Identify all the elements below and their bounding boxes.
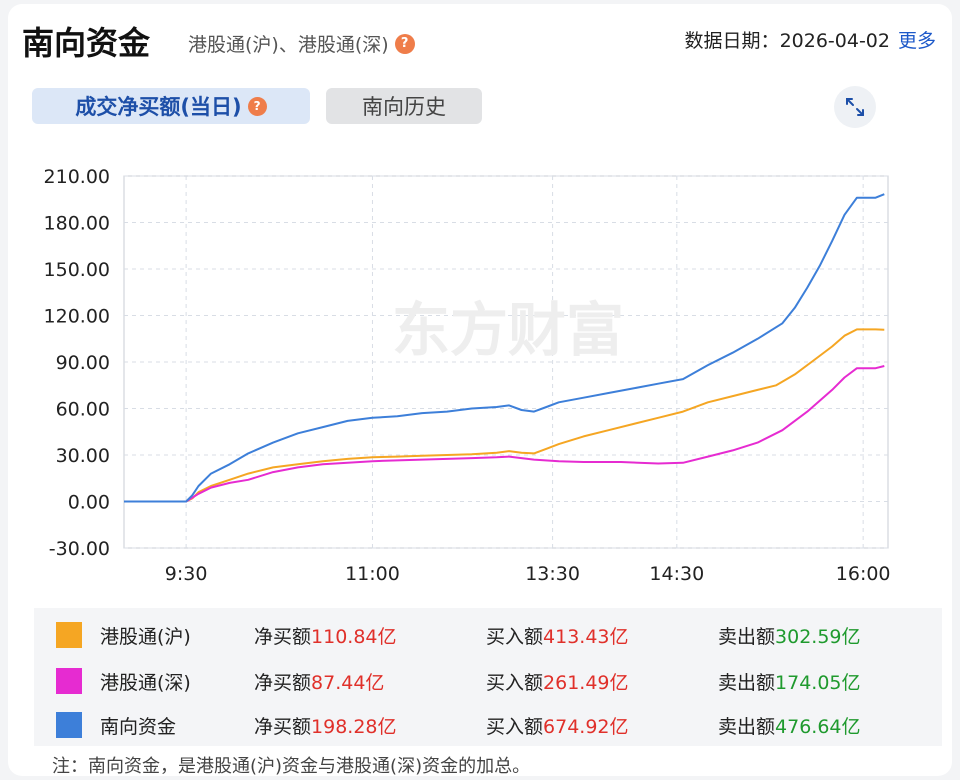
- swatch-shen: [56, 668, 82, 694]
- y-tick-label: 30.00: [56, 445, 110, 467]
- footnote: 注：南向资金，是港股通(沪)资金与港股通(深)资金的加总。: [52, 756, 531, 777]
- x-tick-label: 11:00: [345, 563, 400, 585]
- buy-value: 413.43亿: [543, 625, 629, 648]
- buy-label: 买入额: [486, 625, 544, 648]
- buy-value: 674.92亿: [543, 715, 629, 738]
- tab-label: 成交净买额(当日): [75, 95, 242, 119]
- x-tick-label: 16:00: [836, 563, 891, 585]
- tab-net-buy-today[interactable]: 成交净买额(当日) ?: [32, 88, 310, 124]
- y-tick-label: 150.00: [44, 259, 110, 281]
- net-buy: 净买额87.44亿: [254, 668, 384, 695]
- legend-name: 港股通(深): [100, 671, 191, 694]
- buy-label: 买入额: [486, 715, 544, 738]
- series-line-shen: [124, 365, 885, 503]
- y-tick-label: 90.00: [56, 352, 110, 374]
- net-label: 净买额: [254, 715, 312, 738]
- legend-row-shen: 港股通(深) 净买额87.44亿 买入额261.49亿 卖出额174.05亿: [34, 658, 942, 704]
- more-link[interactable]: 更多: [897, 30, 936, 52]
- x-axis: 9:30 11:00 13:30 14:30 16:00: [165, 563, 891, 585]
- date-label: 数据日期：: [684, 30, 780, 52]
- sell-value: 302.59亿: [775, 625, 861, 648]
- data-date: 数据日期：2026-04-02 更多: [685, 26, 936, 53]
- buy-value: 261.49亿: [543, 671, 629, 694]
- y-tick-label: 210.00: [44, 166, 110, 188]
- tab-south-history[interactable]: 南向历史: [326, 88, 482, 124]
- legend-row-hu: 港股通(沪) 净买额110.84亿 买入额413.43亿 卖出额302.59亿: [34, 612, 942, 658]
- buy-amount: 买入额674.92亿: [486, 712, 629, 739]
- buy-amount: 买入额413.43亿: [486, 622, 629, 649]
- legend-name: 港股通(沪): [100, 625, 191, 648]
- sell-label: 卖出额: [718, 671, 776, 694]
- sell-label: 卖出额: [718, 715, 776, 738]
- tab-label: 南向历史: [362, 95, 446, 119]
- page-title: 南向资金: [22, 24, 151, 62]
- sell-value: 476.64亿: [775, 715, 861, 738]
- south-fund-card: 南向资金 港股通(沪)、港股通(深) ? 数据日期：2026-04-02 更多 成…: [8, 4, 952, 776]
- y-tick-label: 120.00: [44, 306, 110, 328]
- sell-value: 174.05亿: [775, 671, 861, 694]
- sell-label: 卖出额: [718, 625, 776, 648]
- net-buy-chart: 东方财富 210.00 180.00 150.00 120.00 90.00 60.00 3…: [44, 166, 891, 585]
- help-icon[interactable]: ?: [394, 33, 415, 54]
- net-value: 198.28亿: [311, 715, 397, 738]
- x-tick-label: 14:30: [649, 563, 704, 585]
- swatch-south: [56, 712, 82, 738]
- y-tick-label: 0.00: [68, 492, 110, 514]
- subtitle-text: 港股通(沪)、港股通(深): [188, 34, 389, 56]
- chart-lines: [124, 193, 885, 503]
- net-buy: 净买额110.84亿: [254, 622, 397, 649]
- y-tick-label: -30.00: [49, 538, 110, 560]
- net-label: 净买额: [254, 671, 312, 694]
- date-value: 2026-04-02: [779, 30, 890, 52]
- legend-name: 南向资金: [100, 715, 177, 738]
- net-buy: 净买额198.28亿: [254, 712, 397, 739]
- watermark-text: 东方财富: [392, 296, 624, 364]
- page-subtitle: 港股通(沪)、港股通(深) ?: [188, 30, 415, 57]
- buy-amount: 买入额261.49亿: [486, 668, 629, 695]
- legend-table: 港股通(沪) 净买额110.84亿 买入额413.43亿 卖出额302.59亿 …: [34, 608, 942, 746]
- net-value: 87.44亿: [311, 671, 385, 694]
- series-line-south: [124, 193, 885, 503]
- buy-label: 买入额: [486, 671, 544, 694]
- x-tick-label: 9:30: [165, 563, 208, 585]
- y-axis: 210.00 180.00 150.00 120.00 90.00 60.00 30.00 0…: [44, 166, 110, 560]
- x-tick-label: 13:30: [525, 563, 580, 585]
- sell-amount: 卖出额302.59亿: [718, 622, 861, 649]
- net-value: 110.84亿: [311, 625, 397, 648]
- expand-button[interactable]: [834, 86, 876, 128]
- help-icon[interactable]: ?: [247, 96, 267, 116]
- sell-amount: 卖出额476.64亿: [718, 712, 861, 739]
- series-line-hu: [124, 328, 885, 503]
- swatch-hu: [56, 622, 82, 648]
- legend-row-south: 南向资金 净买额198.28亿 买入额674.92亿 卖出额476.64亿: [34, 702, 942, 748]
- y-tick-label: 180.00: [44, 213, 110, 235]
- chart-grid: [123, 175, 889, 549]
- net-label: 净买额: [254, 625, 312, 648]
- sell-amount: 卖出额174.05亿: [718, 668, 861, 695]
- expand-icon: [846, 98, 864, 116]
- y-tick-label: 60.00: [56, 399, 110, 421]
